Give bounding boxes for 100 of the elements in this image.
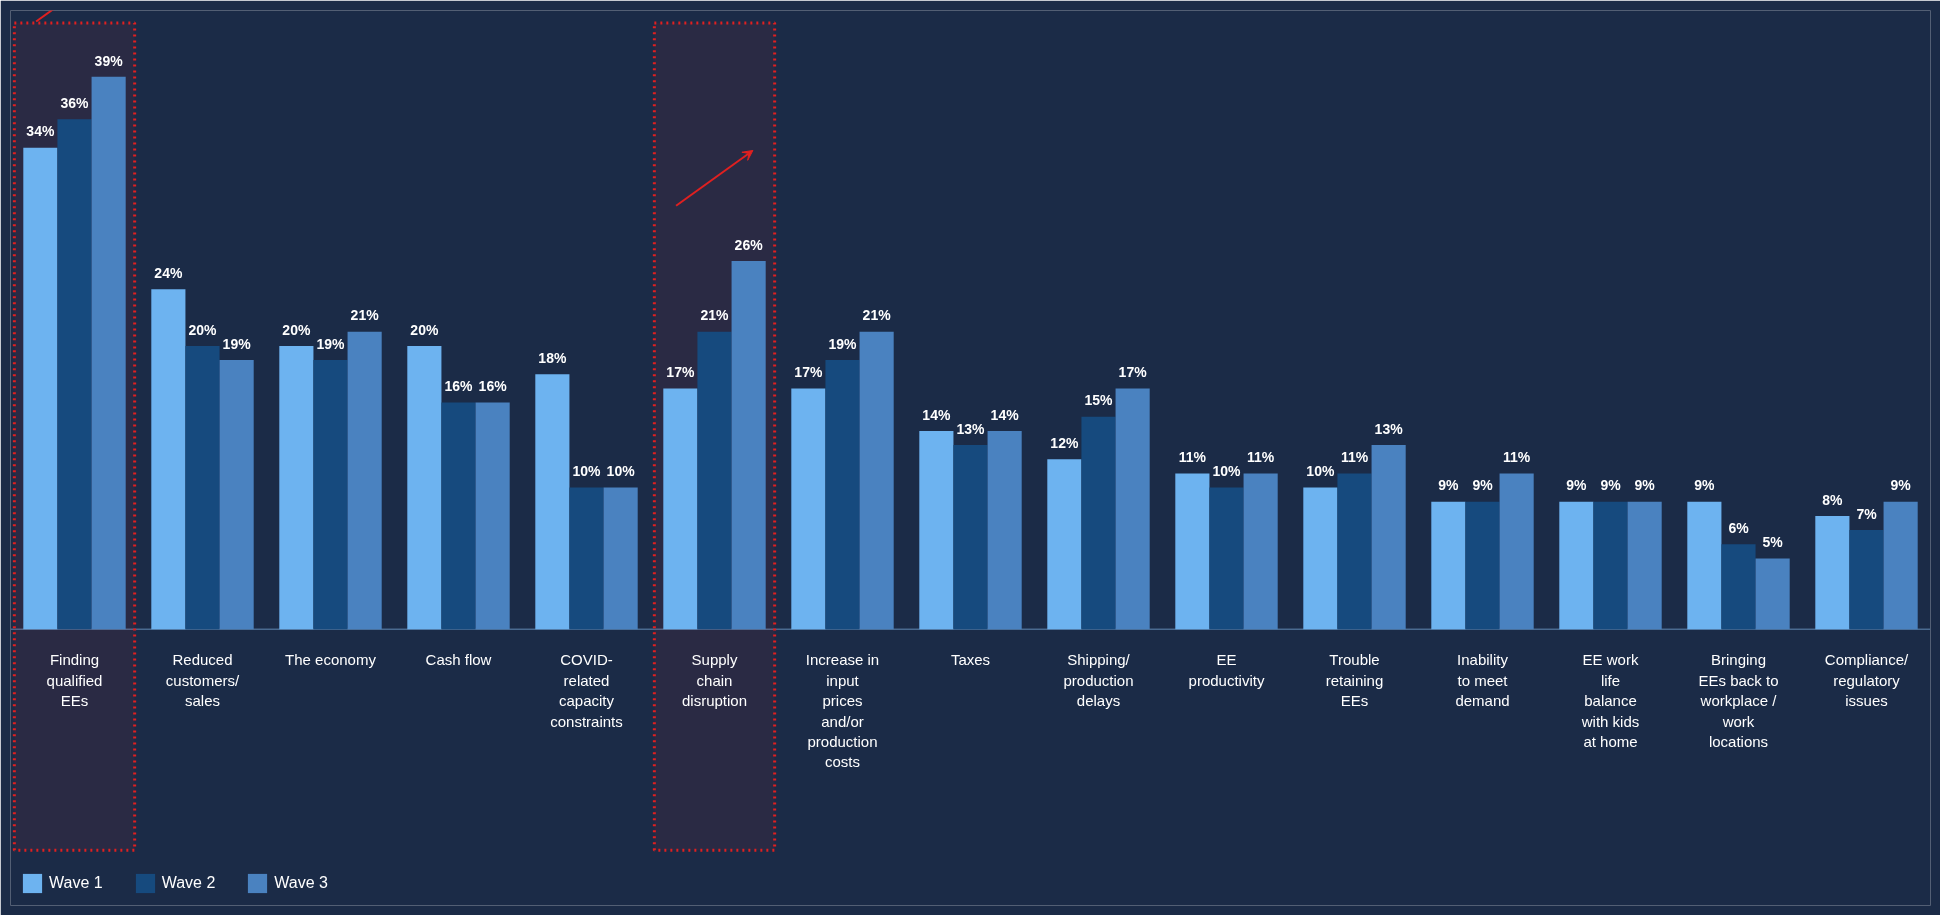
bar	[313, 360, 348, 630]
data-label: 9%	[1634, 477, 1656, 494]
data-label: 19%	[316, 335, 346, 352]
bar	[1593, 501, 1628, 630]
data-label: 14%	[922, 406, 951, 423]
bar	[859, 331, 894, 630]
data-label: 34%	[26, 123, 55, 140]
data-label: 17%	[666, 364, 695, 381]
bar	[1687, 501, 1722, 630]
x-tick-label: The economy	[285, 651, 377, 669]
data-label: 13%	[1374, 420, 1404, 437]
data-label: 9%	[1600, 477, 1622, 494]
bar	[1559, 501, 1594, 630]
bar	[1499, 473, 1534, 630]
data-label: 20%	[188, 321, 218, 338]
bar	[535, 374, 570, 630]
bar	[731, 260, 766, 630]
data-label: 20%	[410, 321, 439, 338]
data-label: 11%	[1247, 449, 1275, 466]
bar	[407, 345, 442, 630]
data-label: 8%	[1822, 491, 1844, 508]
data-label: 6%	[1728, 519, 1750, 536]
bar	[1337, 473, 1372, 630]
x-tick-label: Reduced customers/ sales	[165, 651, 241, 710]
data-label: 21%	[700, 307, 730, 324]
data-label: 19%	[222, 335, 252, 352]
bar	[825, 360, 860, 630]
bar	[1755, 558, 1790, 630]
x-tick-label: Shipping/ production delays	[1063, 651, 1134, 710]
legend-label: Wave 3	[274, 874, 328, 892]
data-label: 15%	[1084, 392, 1114, 409]
bar	[1115, 388, 1150, 630]
bar	[603, 487, 638, 630]
bar	[1047, 459, 1082, 630]
bar	[953, 445, 988, 630]
data-label: 39%	[94, 52, 124, 69]
bar	[1243, 473, 1278, 630]
bar	[663, 388, 698, 630]
x-tick-label: COVID-related capacity constraints	[550, 651, 623, 730]
bar	[1465, 501, 1500, 630]
bar	[219, 360, 254, 630]
bar	[1627, 501, 1662, 630]
data-label: 21%	[862, 307, 892, 324]
bar	[1721, 544, 1756, 630]
data-label: 9%	[1566, 477, 1588, 494]
bar	[1371, 445, 1406, 630]
x-tick-label: Trouble retaining EEs	[1325, 651, 1384, 710]
data-label: 17%	[794, 364, 823, 381]
data-label: 20%	[282, 321, 311, 338]
data-label: 10%	[572, 463, 602, 480]
x-tick-label: Compliance/ regulatory issues	[1824, 651, 1910, 710]
x-tick-label: Taxes	[950, 651, 991, 669]
data-label: 14%	[990, 406, 1020, 423]
bar	[441, 402, 476, 630]
data-label: 18%	[538, 349, 567, 366]
bar	[697, 331, 732, 630]
data-label: 24%	[154, 265, 183, 281]
bar	[23, 147, 58, 630]
data-label: 21%	[350, 307, 380, 324]
legend-label: Wave 2	[161, 874, 216, 892]
bar	[151, 289, 186, 630]
x-tick-label: Inability to meet demand	[1455, 651, 1510, 710]
bar	[475, 402, 510, 630]
bar	[1209, 487, 1244, 630]
data-label: 11%	[1178, 449, 1207, 466]
legend-label: Wave 1	[49, 874, 103, 892]
data-label: 11%	[1503, 449, 1531, 466]
bar	[57, 119, 92, 630]
x-tick-label: Supply chain disruption	[681, 651, 748, 710]
data-label: 11%	[1340, 449, 1369, 466]
bar	[185, 345, 220, 630]
bar	[1175, 473, 1210, 630]
data-label: 19%	[828, 335, 858, 352]
x-tick-label: Finding qualified EEs	[46, 651, 103, 710]
bar	[1883, 501, 1918, 630]
data-label: 36%	[60, 95, 90, 112]
data-label: 10%	[606, 463, 636, 480]
bar	[1303, 487, 1338, 630]
bar	[347, 331, 382, 630]
bar	[1815, 515, 1850, 630]
data-label: 9%	[1694, 477, 1716, 494]
data-label: 16%	[478, 378, 508, 395]
bar	[987, 430, 1022, 630]
bar	[791, 388, 826, 630]
bar	[919, 430, 954, 630]
data-label: 7%	[1856, 505, 1878, 522]
data-label: 16%	[444, 378, 474, 395]
bar	[91, 76, 126, 630]
data-label: 10%	[1306, 463, 1335, 480]
x-tick-label: Bringing EEs back to workplace / work locations	[1698, 651, 1779, 750]
data-label: 13%	[956, 420, 986, 437]
bar	[1431, 501, 1466, 630]
x-tick-label: Cash flow	[425, 651, 492, 669]
data-label: 5%	[1762, 534, 1784, 551]
data-label: 9%	[1438, 477, 1460, 494]
x-tick-label: Increase in input prices and/or production costs	[805, 651, 880, 771]
data-label: 10%	[1212, 463, 1242, 480]
bar	[1849, 530, 1884, 630]
data-label: 9%	[1472, 477, 1494, 494]
x-tick-label: EE work life balance with kids at home	[1580, 651, 1640, 750]
